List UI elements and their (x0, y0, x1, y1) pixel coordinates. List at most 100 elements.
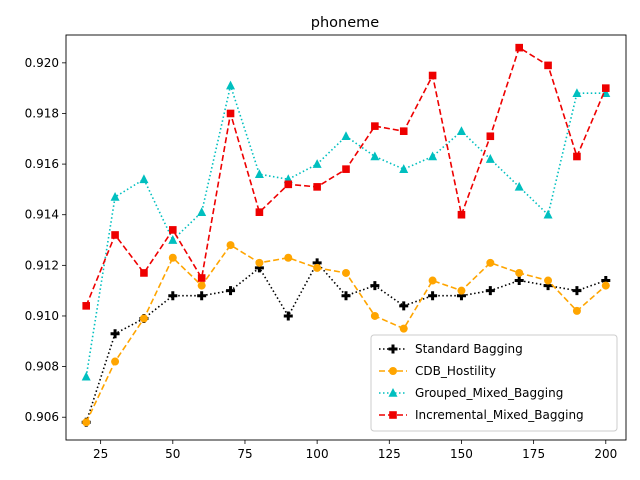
data-point-cdb-hostility (544, 276, 553, 285)
data-point-incremental-mixed-bagging (601, 84, 610, 92)
data-point-incremental-mixed-bagging (428, 71, 437, 80)
data-point-standard-bagging (456, 291, 466, 301)
data-point-standard-bagging (312, 258, 322, 268)
legend-entry-cdb-hostility: CDB_Hostility (379, 364, 496, 378)
data-point-cdb-hostility (226, 241, 235, 250)
data-point-incremental-mixed-bagging (544, 61, 552, 70)
legend: Standard Bagging CDB_Hostility Grouped_Mix… (370, 334, 618, 432)
x-tick-label: 200 (594, 447, 617, 461)
y-axis: 0.906 0.908 0.910 0.912 0.914 0.916 0.918 0.920 (25, 56, 66, 424)
legend-marker (389, 367, 397, 375)
axes-frame (65, 34, 627, 441)
data-point-incremental-mixed-bagging (140, 269, 148, 277)
y-tick-label: 0.910 (25, 309, 59, 323)
data-point-standard-bagging (514, 276, 524, 286)
x-axis: 25 50 75 100 125 150 175 200 (93, 440, 617, 461)
x-tick-label: 175 (522, 447, 545, 461)
data-point-incremental-mixed-bagging (515, 43, 523, 52)
legend-label: Standard Bagging (415, 342, 523, 356)
y-tick-label: 0.920 (25, 56, 59, 70)
data-point-incremental-mixed-bagging (197, 274, 206, 282)
data-point-cdb-hostility (428, 276, 437, 285)
data-point-grouped-mixed-bagging (312, 159, 322, 168)
data-point-cdb-hostility (572, 306, 581, 315)
data-point-grouped-mixed-bagging (110, 192, 120, 201)
data-point-grouped-mixed-bagging (399, 164, 409, 173)
legend-marker (389, 411, 397, 419)
data-point-grouped-mixed-bagging (226, 80, 236, 90)
data-point-incremental-mixed-bagging (111, 231, 119, 239)
data-point-grouped-mixed-bagging (428, 151, 438, 161)
data-point-cdb-hostility (399, 324, 408, 333)
legend-label: Incremental_Mixed_Bagging (415, 408, 584, 422)
legend-marker (388, 344, 398, 354)
data-point-standard-bagging (601, 276, 611, 286)
data-point-standard-bagging (283, 311, 293, 321)
data-point-standard-bagging (226, 286, 236, 296)
data-point-grouped-mixed-bagging (197, 207, 207, 216)
data-point-cdb-hostility (284, 253, 293, 262)
legend-box (370, 334, 618, 432)
x-tick-label: 100 (306, 447, 329, 461)
y-tick-label: 0.908 (25, 360, 59, 374)
data-point-incremental-mixed-bagging (371, 122, 379, 130)
data-point-cdb-hostility (601, 281, 610, 290)
data-point-grouped-mixed-bagging (168, 235, 178, 244)
data-point-incremental-mixed-bagging (169, 226, 177, 234)
data-point-incremental-mixed-bagging (457, 210, 466, 219)
data-point-incremental-mixed-bagging (284, 180, 293, 189)
data-point-standard-bagging (168, 291, 178, 301)
legend-entry-grouped-mixed-bagging: Grouped_Mixed_Bagging (379, 386, 563, 400)
data-point-standard-bagging (543, 281, 553, 291)
data-point-standard-bagging (197, 291, 207, 301)
data-point-cdb-hostility (111, 357, 120, 366)
data-point-cdb-hostility (515, 268, 524, 277)
data-point-standard-bagging (399, 301, 409, 311)
data-point-cdb-hostility (255, 258, 264, 267)
legend-label: CDB_Hostility (415, 364, 496, 378)
series-cdb-hostility (82, 241, 610, 427)
data-point-standard-bagging (485, 286, 495, 296)
legend-label: Grouped_Mixed_Bagging (415, 386, 563, 400)
data-point-standard-bagging (572, 286, 582, 296)
chart-title: phoneme (311, 15, 380, 31)
data-point-incremental-mixed-bagging (399, 127, 408, 135)
y-tick-label: 0.912 (25, 258, 59, 272)
data-point-cdb-hostility (197, 281, 206, 290)
data-point-standard-bagging (370, 281, 380, 291)
x-tick-label: 150 (450, 447, 473, 461)
data-point-grouped-mixed-bagging (341, 131, 351, 141)
x-tick-label: 75 (237, 447, 252, 461)
data-point-cdb-hostility (313, 263, 322, 272)
data-point-cdb-hostility (370, 311, 379, 320)
legend-marker (388, 388, 398, 397)
data-point-standard-bagging (428, 291, 438, 301)
series-grouped-mixed-bagging (81, 80, 611, 381)
legend-entry-standard-bagging: Standard Bagging (379, 342, 523, 356)
data-point-incremental-mixed-bagging (486, 132, 495, 141)
data-point-standard-bagging (341, 291, 351, 301)
data-point-grouped-mixed-bagging (543, 209, 553, 219)
legend-entry-incremental-mixed-bagging: Incremental_Mixed_Bagging (379, 408, 584, 422)
data-point-grouped-mixed-bagging (572, 88, 582, 98)
data-point-grouped-mixed-bagging (81, 371, 91, 381)
data-point-standard-bagging (110, 329, 120, 339)
data-point-incremental-mixed-bagging (342, 165, 350, 173)
y-tick-label: 0.906 (25, 410, 59, 424)
data-point-cdb-hostility (457, 286, 466, 295)
data-point-incremental-mixed-bagging (313, 183, 321, 191)
y-tick-label: 0.916 (25, 157, 59, 171)
data-point-cdb-hostility (486, 258, 495, 267)
data-point-cdb-hostility (342, 268, 350, 277)
data-point-grouped-mixed-bagging (514, 181, 524, 191)
data-point-cdb-hostility (82, 418, 91, 427)
data-point-grouped-mixed-bagging (456, 126, 466, 135)
data-point-incremental-mixed-bagging (573, 152, 581, 161)
data-point-grouped-mixed-bagging (485, 154, 495, 163)
data-point-grouped-mixed-bagging (254, 169, 264, 179)
y-tick-label: 0.918 (25, 106, 59, 120)
data-point-cdb-hostility (139, 314, 148, 323)
data-point-incremental-mixed-bagging (226, 109, 235, 118)
data-point-standard-bagging (254, 263, 264, 273)
